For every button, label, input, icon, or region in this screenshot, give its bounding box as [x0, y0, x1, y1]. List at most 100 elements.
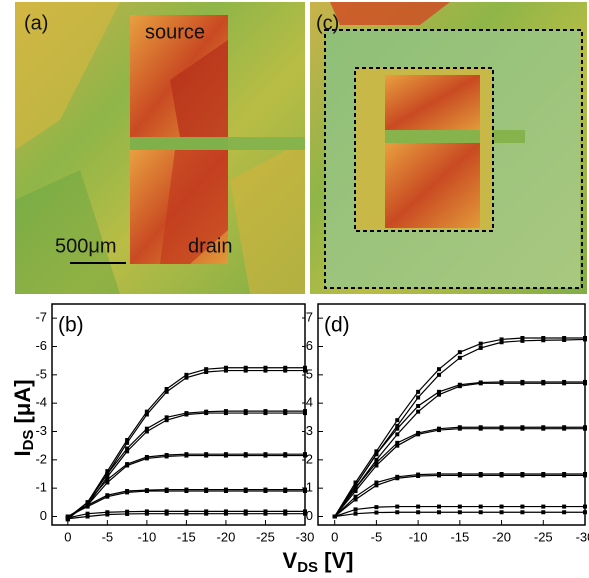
marker [583, 510, 587, 514]
marker [125, 441, 129, 445]
y-tick-label: -2 [35, 451, 47, 466]
marker [125, 490, 129, 494]
marker [437, 473, 441, 477]
marker [224, 454, 228, 458]
y-tick-label: -7 [301, 310, 313, 325]
marker [458, 427, 462, 431]
y-tick-label: -7 [35, 310, 47, 325]
marker [500, 427, 504, 431]
marker [263, 411, 267, 415]
marker [244, 512, 248, 516]
marker [374, 452, 378, 456]
x-tick-label: -5 [102, 529, 114, 544]
marker [374, 483, 378, 487]
marker [244, 489, 248, 493]
marker [184, 454, 188, 458]
y-tick-label: -6 [35, 338, 47, 353]
marker [458, 356, 462, 360]
marker [416, 505, 420, 509]
marker [374, 511, 378, 515]
marker [458, 350, 462, 354]
marker [541, 510, 545, 514]
marker [541, 427, 545, 431]
marker [244, 369, 248, 373]
marker [374, 505, 378, 509]
marker [458, 505, 462, 509]
marker [437, 505, 441, 509]
marker [416, 510, 420, 514]
marker [458, 510, 462, 514]
marker [520, 339, 524, 343]
marker [583, 473, 587, 477]
marker [165, 454, 169, 458]
curve [68, 411, 305, 518]
marker [224, 512, 228, 516]
marker [263, 369, 267, 373]
micrograph-c [310, 2, 587, 294]
marker [204, 489, 208, 493]
x-tick-label: -25 [534, 529, 553, 544]
marker [520, 505, 524, 509]
y-tick-label: -1 [35, 480, 47, 495]
y-tick-label: -2 [301, 451, 313, 466]
y-axis-label-sub: DS [20, 430, 37, 451]
panel-label: (a) [24, 12, 48, 34]
y-tick-label: -5 [35, 366, 47, 381]
marker [204, 411, 208, 415]
y-tick-label: -3 [301, 423, 313, 438]
marker [204, 512, 208, 516]
marker [354, 512, 358, 516]
marker [416, 390, 420, 394]
x-axis-label-unit: [V] [318, 548, 353, 573]
x-axis-label-sub: DS [297, 559, 318, 576]
marker [437, 393, 441, 397]
marker [500, 473, 504, 477]
curve [335, 427, 585, 516]
x-tick-label: -25 [256, 529, 275, 544]
marker [541, 505, 545, 509]
y-tick-label: 0 [306, 508, 313, 523]
marker [263, 489, 267, 493]
marker [263, 454, 267, 458]
marker [479, 510, 483, 514]
marker [283, 454, 287, 458]
image-label: source [145, 21, 205, 43]
marker [541, 338, 545, 342]
marker [520, 510, 524, 514]
marker [479, 346, 483, 350]
x-tick-label: -15 [450, 529, 469, 544]
marker [562, 381, 566, 385]
marker [479, 342, 483, 346]
marker [562, 338, 566, 342]
marker [395, 444, 399, 448]
marker [263, 512, 267, 516]
x-tick-label: -10 [409, 529, 428, 544]
x-tick-label: -30 [576, 529, 589, 544]
marker [165, 390, 169, 394]
marker [224, 489, 228, 493]
panel-label: (b) [58, 314, 84, 337]
y-tick-label: -3 [35, 423, 47, 438]
marker [86, 505, 90, 509]
x-tick-label: -5 [371, 529, 383, 544]
y-tick-label: 0 [40, 508, 47, 523]
x-tick-label: -20 [217, 529, 236, 544]
marker [416, 474, 420, 478]
marker [184, 489, 188, 493]
marker [500, 510, 504, 514]
marker [354, 498, 358, 502]
marker [437, 428, 441, 432]
x-axis-label: VDS [V] [283, 548, 354, 576]
marker [105, 513, 109, 517]
marker [283, 512, 287, 516]
marker [184, 413, 188, 417]
marker [244, 411, 248, 415]
marker [105, 495, 109, 499]
marker [562, 473, 566, 477]
marker [416, 432, 420, 436]
panel-label: (d) [324, 314, 350, 337]
marker [416, 410, 420, 414]
marker [86, 515, 90, 519]
y-tick-label: -1 [301, 480, 313, 495]
y-tick-label: -6 [301, 338, 313, 353]
